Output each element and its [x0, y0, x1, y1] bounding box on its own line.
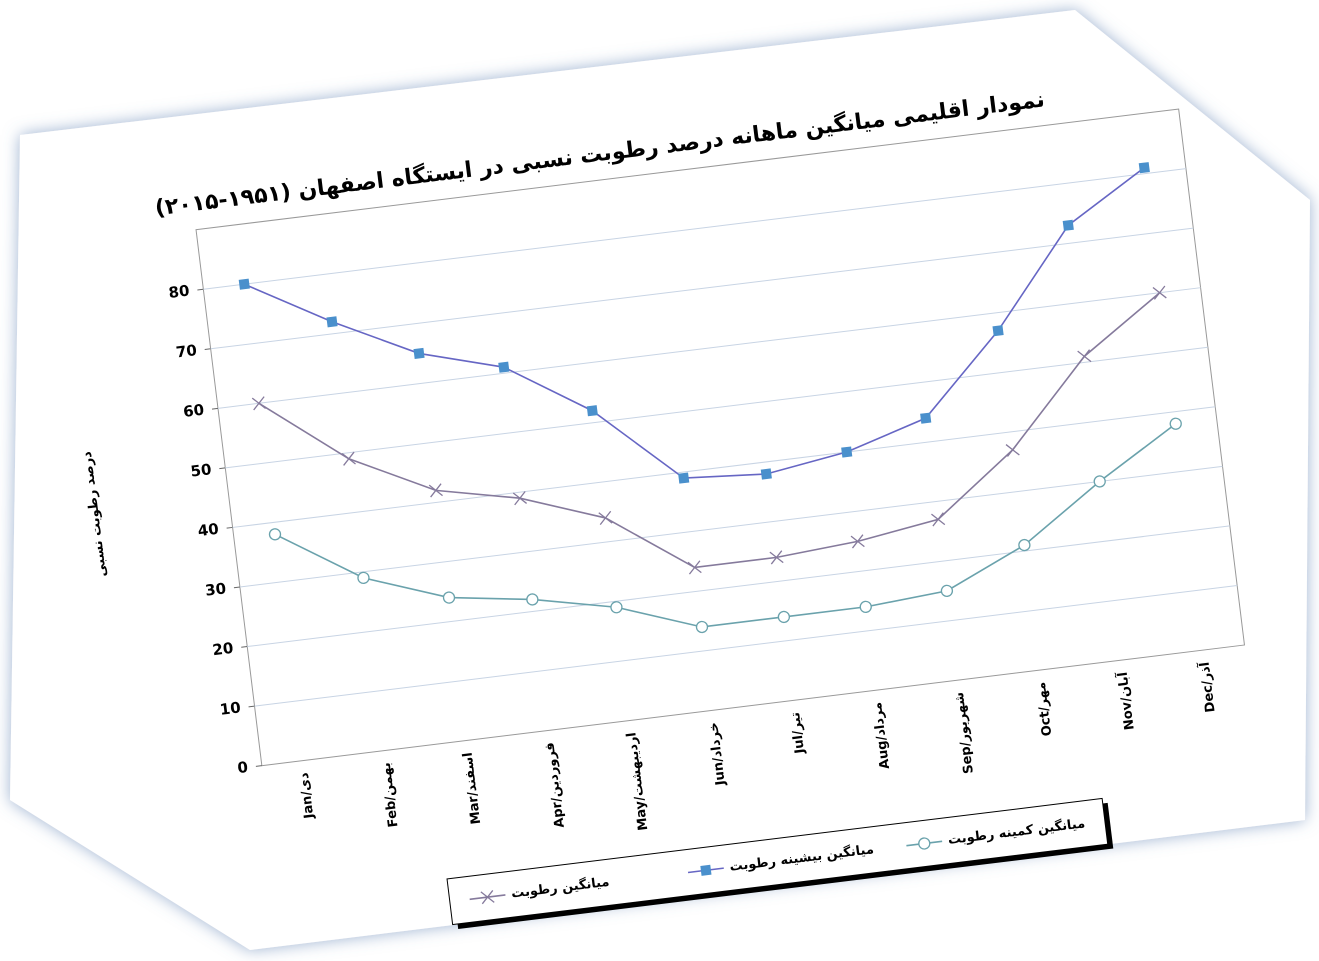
- y-tick-label: 50: [190, 460, 213, 480]
- marker: [700, 864, 712, 876]
- y-tick-label: 10: [219, 698, 242, 718]
- y-tick: [211, 407, 219, 410]
- marker: [268, 528, 282, 541]
- marker: [850, 534, 865, 549]
- marker: [687, 560, 702, 575]
- y-tick-label: 30: [204, 579, 227, 599]
- y-tick-label: 20: [211, 639, 234, 659]
- card: [10, 10, 1310, 950]
- marker: [326, 316, 338, 328]
- y-tick: [226, 526, 233, 529]
- grid-line: [203, 168, 1187, 290]
- marker: [1169, 417, 1182, 430]
- marker: [586, 405, 598, 417]
- marker: [413, 347, 425, 359]
- marker: [1093, 475, 1106, 488]
- marker: [442, 591, 456, 604]
- marker: [1062, 219, 1074, 231]
- marker: [341, 451, 356, 466]
- x-tick-label: Dec/آذر: [1195, 660, 1218, 713]
- grid-line: [239, 465, 1223, 588]
- y-tick-label: 70: [175, 341, 198, 361]
- marker: [512, 491, 528, 506]
- grid-line: [247, 525, 1230, 648]
- marker: [357, 571, 370, 585]
- marker: [859, 600, 872, 614]
- marker: [769, 550, 784, 565]
- grid-line: [210, 227, 1194, 350]
- marker: [760, 468, 772, 480]
- marker: [598, 510, 613, 526]
- series-line: [243, 167, 1145, 479]
- y-tick: [241, 646, 248, 648]
- x-tick-label: Oct/مهر: [1034, 681, 1056, 737]
- y-tick: [219, 467, 226, 470]
- legend: [446, 797, 1109, 926]
- marker: [940, 584, 954, 598]
- series-line: [274, 423, 1177, 628]
- marker: [238, 278, 250, 290]
- x-tick-label: Jul/تیر: [788, 711, 808, 755]
- marker: [1152, 285, 1167, 300]
- marker: [841, 446, 853, 458]
- grid-line: [225, 346, 1208, 469]
- y-tick: [233, 586, 240, 589]
- marker: [428, 483, 443, 498]
- y-tick: [197, 288, 204, 291]
- marker: [526, 593, 539, 606]
- marker: [920, 412, 932, 424]
- marker: [498, 361, 510, 373]
- x-tick-label: Jan/دی: [297, 771, 318, 820]
- marker: [1005, 442, 1020, 457]
- y-tick-label: 40: [197, 520, 220, 540]
- marker: [695, 620, 709, 634]
- y-tick: [255, 765, 262, 767]
- marker: [678, 472, 690, 484]
- grid-line: [217, 287, 1201, 409]
- marker: [777, 610, 791, 624]
- marker: [610, 601, 623, 614]
- series-line: [258, 292, 1161, 569]
- marker: [1018, 538, 1031, 552]
- plot-area: [195, 108, 1246, 767]
- y-tick: [248, 705, 255, 708]
- marker: [1077, 349, 1092, 364]
- marker: [992, 325, 1004, 337]
- marker: [1138, 162, 1150, 174]
- marker: [251, 396, 267, 411]
- marker: [918, 837, 931, 850]
- y-tick-label: 80: [168, 282, 191, 302]
- grid-line: [254, 584, 1238, 707]
- marker: [480, 890, 495, 905]
- grid-line: [232, 406, 1216, 528]
- y-tick: [204, 348, 211, 351]
- y-tick-label: 0: [236, 758, 249, 777]
- y-tick-label: 60: [182, 401, 205, 421]
- marker: [931, 512, 946, 527]
